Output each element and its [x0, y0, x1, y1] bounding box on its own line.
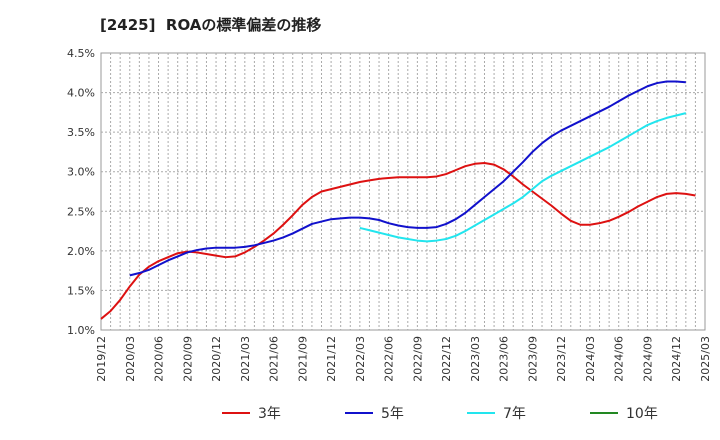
x-tick-label: 2020/12	[210, 336, 223, 382]
x-tick-label: 2024/06	[613, 336, 626, 382]
y-tick-label: 3.5%	[67, 126, 95, 139]
y-tick-label: 3.0%	[67, 166, 95, 179]
legend: 3年 5年 7年 10年	[222, 406, 658, 422]
y-tick-label: 4.0%	[67, 87, 95, 100]
series-line-7年	[359, 112, 687, 243]
legend-label: 10年	[626, 406, 658, 422]
x-tick-label: 2021/03	[239, 336, 252, 382]
legend-label: 7年	[503, 406, 526, 422]
y-tick-label: 4.5%	[67, 47, 95, 60]
x-tick-label: 2021/12	[325, 336, 338, 382]
x-tick-label: 2022/03	[354, 336, 367, 382]
x-tick-label: 2019/12	[95, 336, 108, 382]
y-tick-label: 1.5%	[67, 284, 95, 297]
legend-label: 5年	[381, 406, 404, 422]
y-tick-label: 2.5%	[67, 205, 95, 218]
x-axis: 2019/12 2020/03 2020/06 2020/09 2020/12 2021/…	[95, 336, 712, 382]
x-tick-label: 2023/12	[555, 336, 568, 382]
x-tick-label: 2020/06	[153, 336, 166, 382]
y-tick-label: 2.0%	[67, 245, 95, 258]
chart-title: [2425] ROAの標準偏差の推移	[100, 16, 322, 34]
x-tick-label: 2020/09	[181, 336, 194, 382]
x-tick-label: 2024/03	[584, 336, 597, 382]
series-lines	[100, 80, 696, 320]
x-tick-label: 2020/03	[124, 336, 137, 382]
x-tick-label: 2025/03	[699, 336, 712, 382]
series-line-5年	[129, 80, 686, 277]
x-tick-label: 2021/06	[268, 336, 281, 382]
x-tick-label: 2022/09	[411, 336, 424, 382]
x-tick-label: 2023/09	[526, 336, 539, 382]
x-tick-label: 2022/12	[440, 336, 453, 382]
x-tick-label: 2022/06	[383, 336, 396, 382]
x-tick-label: 2021/09	[296, 336, 309, 382]
x-tick-label: 2024/12	[670, 336, 683, 382]
y-axis: 1.0% 1.5% 2.0% 2.5% 3.0% 3.5% 4.0% 4.5%	[67, 47, 95, 337]
x-tick-label: 2024/09	[641, 336, 654, 382]
plot-area	[100, 52, 706, 331]
x-tick-label: 2023/03	[469, 336, 482, 382]
x-tick-label: 2023/06	[498, 336, 511, 382]
legend-label: 3年	[258, 406, 281, 422]
y-tick-label: 1.0%	[67, 324, 95, 337]
series-line-3年	[100, 162, 696, 320]
grid-lines	[101, 53, 705, 330]
